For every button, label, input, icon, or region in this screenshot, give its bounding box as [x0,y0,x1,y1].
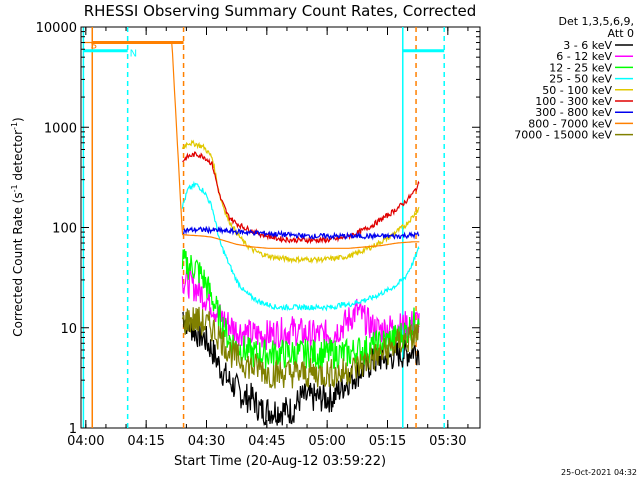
legend-header: Att 0 [608,27,634,40]
series-line-6-12-kev [181,268,420,351]
y-axis-label-end: ) [11,117,25,122]
x-tick-label: 04:15 [127,434,164,449]
legend-entry-label: 3 - 6 keV [563,39,612,52]
legend-entry-label: 300 - 800 keV [535,106,612,119]
y-axis-label-main: Corrected Count Rate (s [11,192,25,336]
series-line-3-6-kev [181,310,420,427]
legend-entry-label: 7000 - 15000 keV [514,129,612,142]
legend-entry-label: 100 - 300 keV [535,95,612,108]
y-axis-label-sup1: -1 [10,184,19,192]
series-line-50-100-kev [181,139,420,265]
marker-label: N [130,49,137,60]
marker-labels: SN [91,41,137,60]
y-axis-label: Corrected Count Rate (s-1 detector-1) [10,117,25,336]
legend-entry-label: 50 - 100 keV [542,84,612,97]
y-axis: 1 10 100 1000 10000 [36,21,480,437]
series-group [83,41,420,427]
series-line-800-7000-kev [83,41,420,249]
x-axis: 04:00 04:15 04:30 04:45 05:00 05:15 05:30 [67,27,469,449]
y-axis-label-sup2: -1 [10,122,19,130]
series-line-25-50-kev [181,180,420,312]
x-tick-label: 04:45 [248,434,285,449]
series-line-7000-15000-kev [181,306,420,389]
series-line-12-25-kev [181,249,420,370]
x-tick-label: 04:00 [67,434,104,449]
horizontal-markers [83,41,445,53]
vertical-markers [82,27,445,428]
legend-entry-label: 6 - 12 keV [556,50,612,63]
y-tick-label: 1000 [44,121,77,136]
y-tick-label: 10 [60,322,77,337]
y-tick-label: 10000 [36,21,77,36]
legend-entry-label: 12 - 25 keV [549,61,612,74]
y-tick-label: 1 [69,422,77,437]
x-tick-label: 05:30 [429,434,466,449]
legend-entry-label: 25 - 50 keV [549,73,612,86]
legend-entry-label: 800 - 7000 keV [528,117,612,130]
series-line-300-800-kev [181,225,420,241]
x-tick-label: 05:00 [308,434,345,449]
chart-title: RHESSI Observing Summary Count Rates, Co… [84,2,477,20]
x-tick-label: 04:30 [188,434,225,449]
y-axis-label-mid: detector [11,130,25,185]
marker-label: S [91,41,97,52]
x-axis-label: Start Time (20-Aug-12 03:59:22) [174,454,386,469]
timestamp: 25-Oct-2021 04:32 [561,468,637,477]
series-line-100-300-kev [182,151,420,245]
legend-header: Det 1,3,5,6,9, [558,15,634,28]
y-tick-label: 100 [52,222,77,237]
x-tick-label: 05:15 [369,434,406,449]
